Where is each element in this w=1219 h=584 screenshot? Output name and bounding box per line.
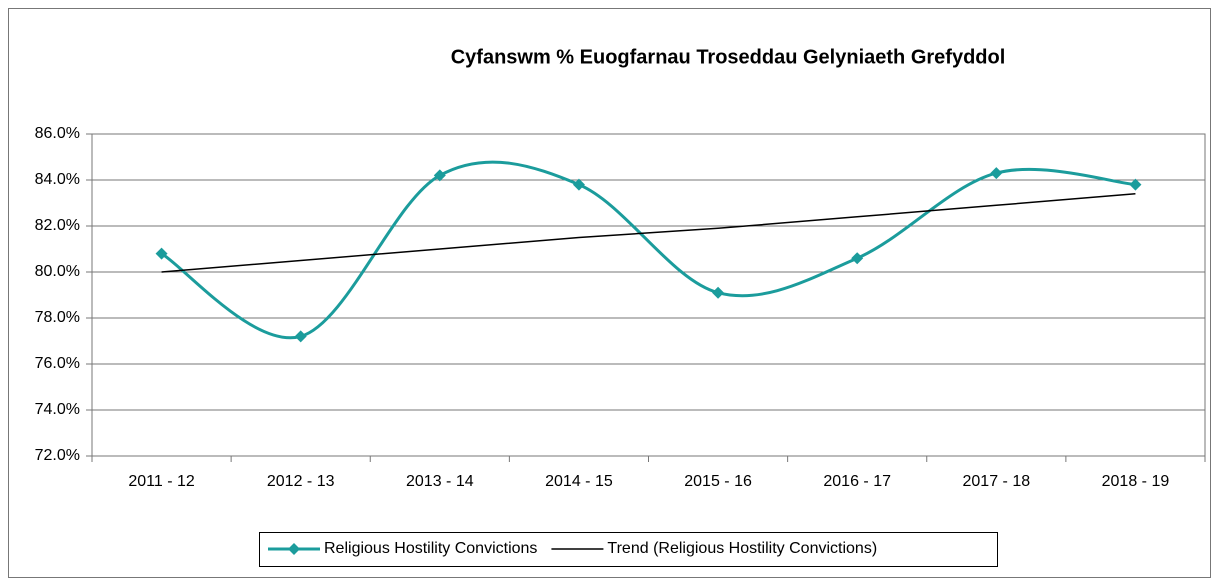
- series-line: [160, 160, 1136, 340]
- x-tick-label: 2013 - 14: [406, 473, 474, 490]
- series-line: [161, 193, 1136, 273]
- chart-title: Cyfanswm % Euogfarnau Troseddau Gelyniae…: [451, 46, 1006, 68]
- y-tick-label: 80.0%: [35, 263, 80, 280]
- y-tick-label: 74.0%: [35, 401, 80, 418]
- y-tick-label: 86.0%: [35, 125, 80, 142]
- marker: [572, 178, 585, 191]
- marker: [433, 169, 446, 182]
- legend-marker: [288, 543, 300, 555]
- marker: [155, 247, 168, 260]
- legend-label: Religious Hostility Convictions: [324, 540, 537, 557]
- chart-border: [8, 8, 1211, 578]
- marker: [990, 167, 1003, 180]
- x-tick-label: 2014 - 15: [545, 473, 613, 490]
- x-tick-label: 2017 - 18: [963, 473, 1031, 490]
- legend-box: [259, 532, 998, 567]
- y-tick-label: 72.0%: [35, 447, 80, 464]
- x-tick-label: 2011 - 12: [128, 473, 195, 490]
- y-tick-label: 78.0%: [35, 309, 80, 326]
- x-tick-label: 2012 - 13: [267, 473, 335, 490]
- marker: [851, 252, 864, 265]
- y-tick-label: 76.0%: [35, 355, 80, 372]
- marker: [294, 330, 307, 343]
- y-tick-label: 84.0%: [35, 171, 80, 188]
- y-tick-label: 82.0%: [35, 217, 80, 234]
- marker: [1129, 178, 1142, 191]
- x-tick-label: 2016 - 17: [823, 473, 891, 490]
- marker: [712, 286, 725, 299]
- x-tick-label: 2018 - 19: [1102, 473, 1170, 490]
- legend-label: Trend (Religious Hostility Convictions): [607, 540, 877, 557]
- x-tick-label: 2015 - 16: [684, 473, 752, 490]
